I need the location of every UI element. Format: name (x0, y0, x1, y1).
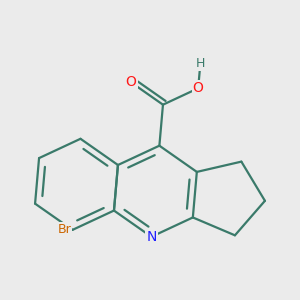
Text: Br: Br (57, 224, 71, 236)
Text: N: N (146, 230, 157, 244)
Text: O: O (126, 75, 136, 89)
Text: H: H (196, 57, 205, 70)
Text: O: O (193, 81, 204, 95)
